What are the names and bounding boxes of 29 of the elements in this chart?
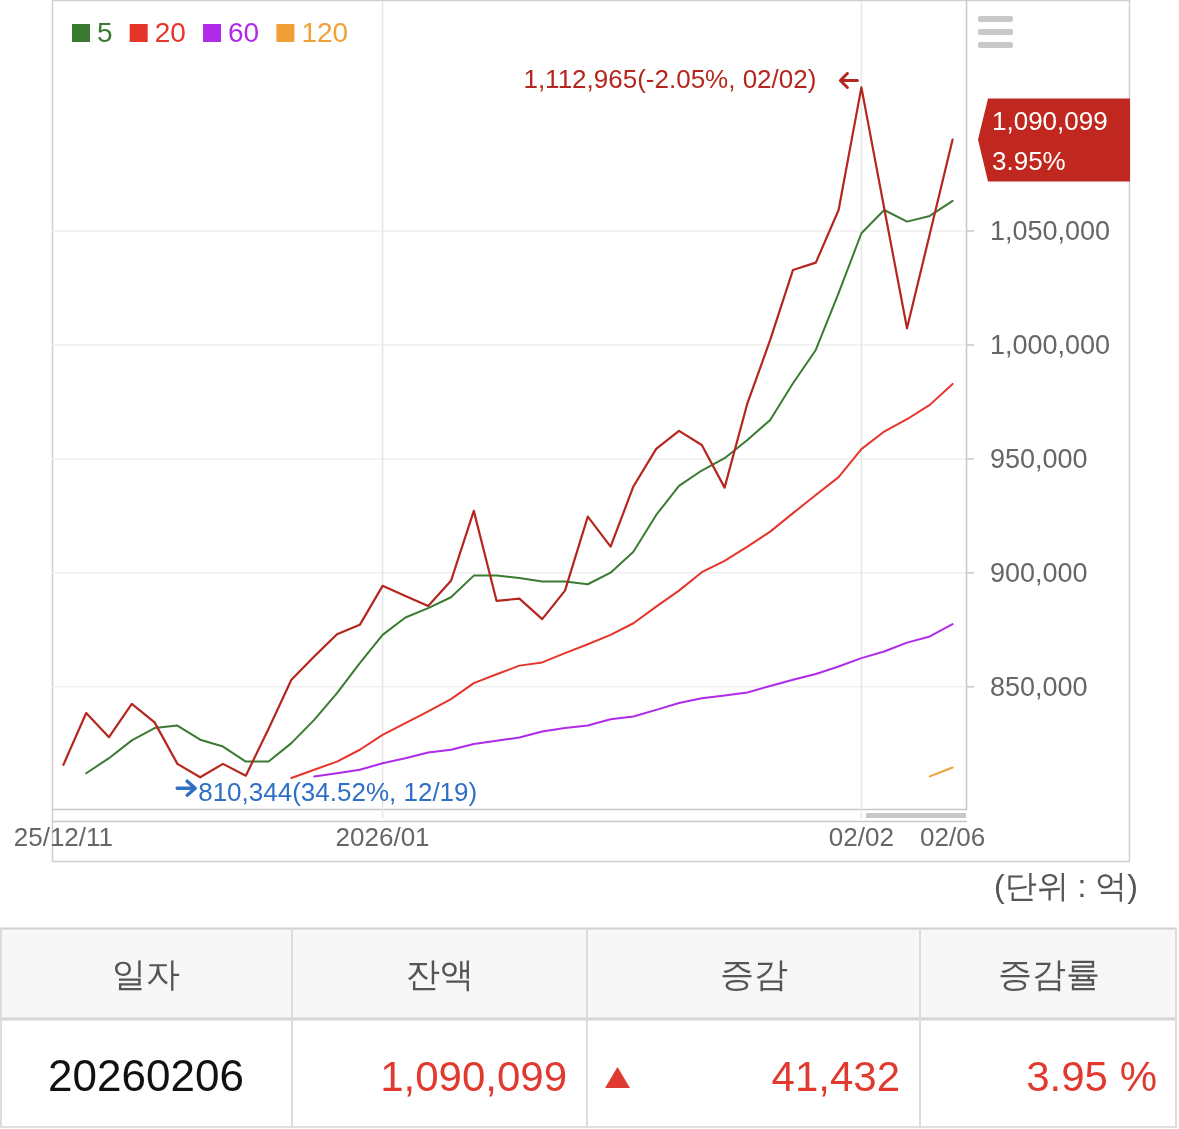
x-tick-label: 25/12/11 [13, 822, 114, 852]
x-tick-label: 02/06 [920, 822, 986, 852]
annotation: 810,344(34.52%, 12/19) [198, 777, 478, 808]
annotation: 1,112,965(-2.05%, 02/02) [523, 64, 817, 95]
category-label: 잔액 [405, 955, 474, 993]
line-series [313, 623, 954, 778]
y-tick-label: 1,000,000 [990, 329, 1111, 360]
text: 3.95 % [1026, 1053, 1157, 1100]
text: 3.95% [992, 145, 1066, 176]
x-tick-label: 02/02 [828, 822, 894, 852]
line-series [85, 199, 954, 775]
text: (단위 : 억) [994, 868, 1138, 904]
text: 1,090,099 [992, 105, 1108, 136]
y-tick-label: 950,000 [990, 443, 1088, 474]
legend-label: 5 [97, 17, 113, 48]
y-tick-label: 1,050,000 [990, 215, 1111, 246]
y-tick-label: 900,000 [990, 557, 1088, 588]
text: 20260206 [48, 1051, 244, 1100]
text: 1,090,099 [380, 1053, 567, 1100]
text: 41,432 [771, 1053, 900, 1100]
legend-label: 60 [228, 17, 260, 48]
legend-label: 120 [301, 17, 349, 48]
x-tick-label: 2026/01 [335, 822, 430, 852]
legend-label: 20 [154, 17, 186, 48]
y-tick-label: 850,000 [990, 671, 1088, 702]
line-series [290, 382, 954, 779]
category-label: 증감률 [997, 955, 1100, 993]
category-label: 일자 [112, 955, 180, 993]
category-label: 증감 [719, 955, 788, 993]
